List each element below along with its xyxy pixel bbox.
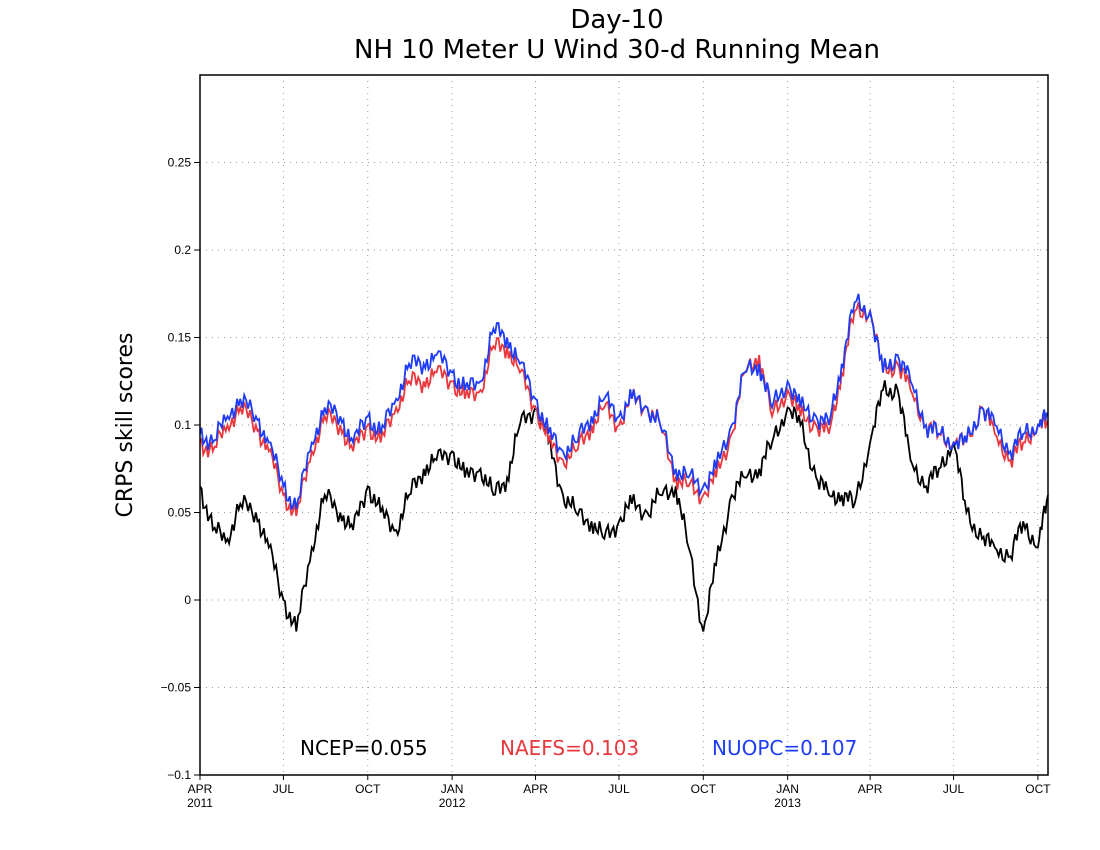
x-tick-year-label: 2012 (439, 796, 466, 810)
y-axis-label: CRPS skill scores (113, 333, 138, 518)
x-tick-label: JUL (608, 782, 630, 796)
y-tick-label: 0.1 (174, 418, 191, 432)
x-tick-year-label: 2013 (774, 796, 801, 810)
x-tick-label: JUL (943, 782, 965, 796)
y-tick-label: 0 (184, 593, 191, 607)
x-tick-label: APR (858, 782, 883, 796)
y-tick-label: 0.2 (174, 243, 191, 257)
legend-entry-naefs: NAEFS=0.103 (500, 736, 639, 760)
x-tick-label: OCT (1025, 782, 1051, 796)
x-tick-label: JAN (776, 782, 799, 796)
x-tick-label: JAN (441, 782, 464, 796)
y-tick-label: −0.05 (161, 681, 192, 695)
x-tick-label: OCT (691, 782, 717, 796)
y-tick-label: 0.05 (168, 506, 192, 520)
series-lines (199, 293, 1049, 632)
x-tick-label: APR (523, 782, 548, 796)
legend: NCEP=0.055 NAEFS=0.103 NUOPC=0.107 (300, 736, 857, 760)
chart-subtitle: NH 10 Meter U Wind 30-d Running Mean (354, 35, 880, 65)
plot-frame (199, 74, 1049, 776)
series-line-nuopc (199, 293, 1049, 510)
x-tick-year-label: 2011 (187, 796, 213, 810)
x-tick-label: JUL (273, 782, 295, 796)
legend-entry-ncep: NCEP=0.055 (300, 736, 428, 760)
legend-entry-nuopc: NUOPC=0.107 (712, 736, 857, 760)
x-tick-label: OCT (355, 782, 381, 796)
grid (200, 75, 1048, 775)
y-tick-label: 0.15 (168, 331, 192, 345)
y-tick-label: −0.1 (167, 768, 191, 782)
series-line-ncep (199, 380, 1049, 632)
x-tick-label: APR (188, 782, 213, 796)
y-tick-label: 0.25 (168, 156, 192, 170)
chart-title: Day-10 (570, 5, 663, 35)
